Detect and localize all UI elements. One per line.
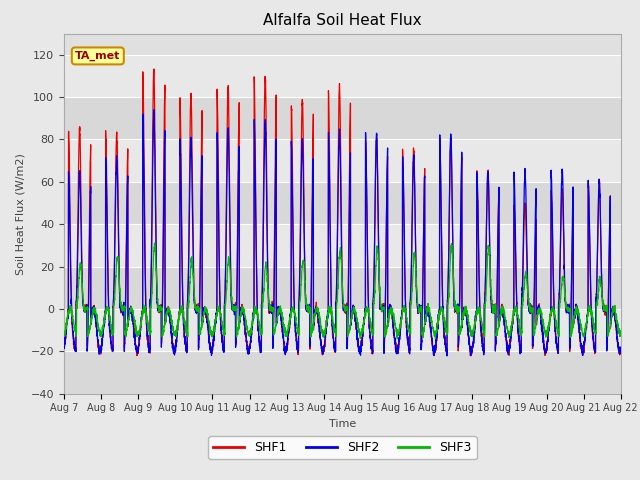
- Bar: [64, 182, 621, 224]
- SHF1: [499, 314, 507, 320]
- SHF2: [617, 347, 625, 352]
- SHF3: [468, 331, 476, 336]
- SHF2: [499, 312, 507, 318]
- Line: SHF3: SHF3: [64, 243, 621, 339]
- Bar: [64, 309, 621, 351]
- SHF2: [436, 155, 444, 161]
- SHF2: [150, 107, 157, 113]
- Bar: [64, 224, 621, 266]
- SHF1: [616, 345, 624, 351]
- Bar: [64, 97, 621, 140]
- SHF1: [468, 349, 476, 355]
- SHF3: [616, 333, 624, 339]
- SHF3: [150, 240, 158, 246]
- SHF2: [322, 324, 330, 330]
- SHF1: [436, 162, 444, 168]
- SHF3: [617, 334, 625, 339]
- SHF2: [468, 349, 476, 355]
- SHF3: [436, 309, 444, 314]
- Legend: SHF1, SHF2, SHF3: SHF1, SHF2, SHF3: [208, 436, 477, 459]
- Bar: [64, 55, 621, 97]
- X-axis label: Time: Time: [329, 419, 356, 429]
- SHF2: [60, 346, 68, 351]
- SHF1: [60, 344, 68, 350]
- SHF3: [161, 324, 168, 330]
- Bar: [64, 351, 621, 394]
- SHF1: [150, 66, 158, 72]
- SHF1: [322, 328, 330, 334]
- SHF1: [161, 126, 168, 132]
- SHF3: [499, 306, 507, 312]
- SHF2: [161, 166, 168, 171]
- Title: Alfalfa Soil Heat Flux: Alfalfa Soil Heat Flux: [263, 13, 422, 28]
- Line: SHF2: SHF2: [64, 110, 621, 356]
- SHF2: [443, 353, 451, 359]
- Bar: [64, 140, 621, 182]
- Line: SHF1: SHF1: [64, 69, 621, 356]
- SHF3: [60, 328, 68, 334]
- Bar: [64, 266, 621, 309]
- Y-axis label: Soil Heat Flux (W/m2): Soil Heat Flux (W/m2): [15, 153, 25, 275]
- Text: TA_met: TA_met: [75, 51, 120, 61]
- SHF1: [617, 346, 625, 352]
- SHF1: [467, 353, 474, 359]
- SHF3: [322, 324, 330, 329]
- SHF2: [616, 350, 624, 356]
- SHF3: [431, 336, 439, 342]
